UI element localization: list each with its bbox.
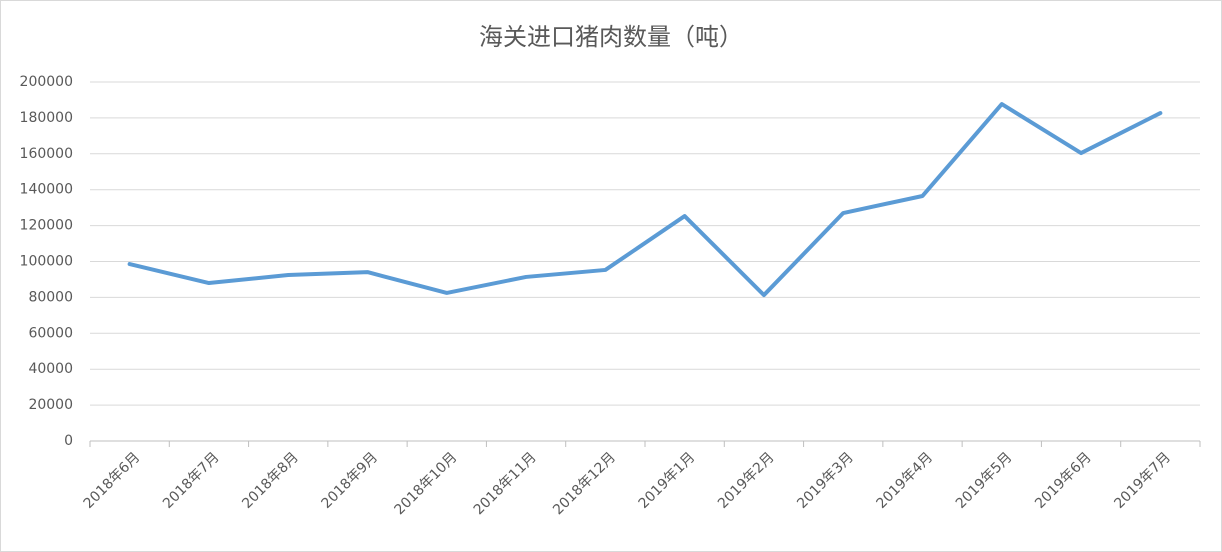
line: [127, 102, 1163, 298]
y-tick-label: 20000: [28, 397, 73, 413]
y-tick-label: 180000: [20, 110, 73, 126]
chart-title: 海关进口猪肉数量（吨）: [479, 23, 743, 51]
y-tick-label: 140000: [20, 182, 73, 198]
y-tick-label: 200000: [20, 74, 73, 90]
y-tick-label: 60000: [28, 325, 73, 341]
y-tick-label: 120000: [20, 218, 73, 234]
y-tick-label: 160000: [20, 146, 73, 162]
y-tick-label: 100000: [20, 254, 73, 270]
y-tick-label: 80000: [28, 289, 73, 305]
y-tick-label: 0: [64, 433, 73, 449]
y-tick-label: 40000: [28, 361, 73, 377]
